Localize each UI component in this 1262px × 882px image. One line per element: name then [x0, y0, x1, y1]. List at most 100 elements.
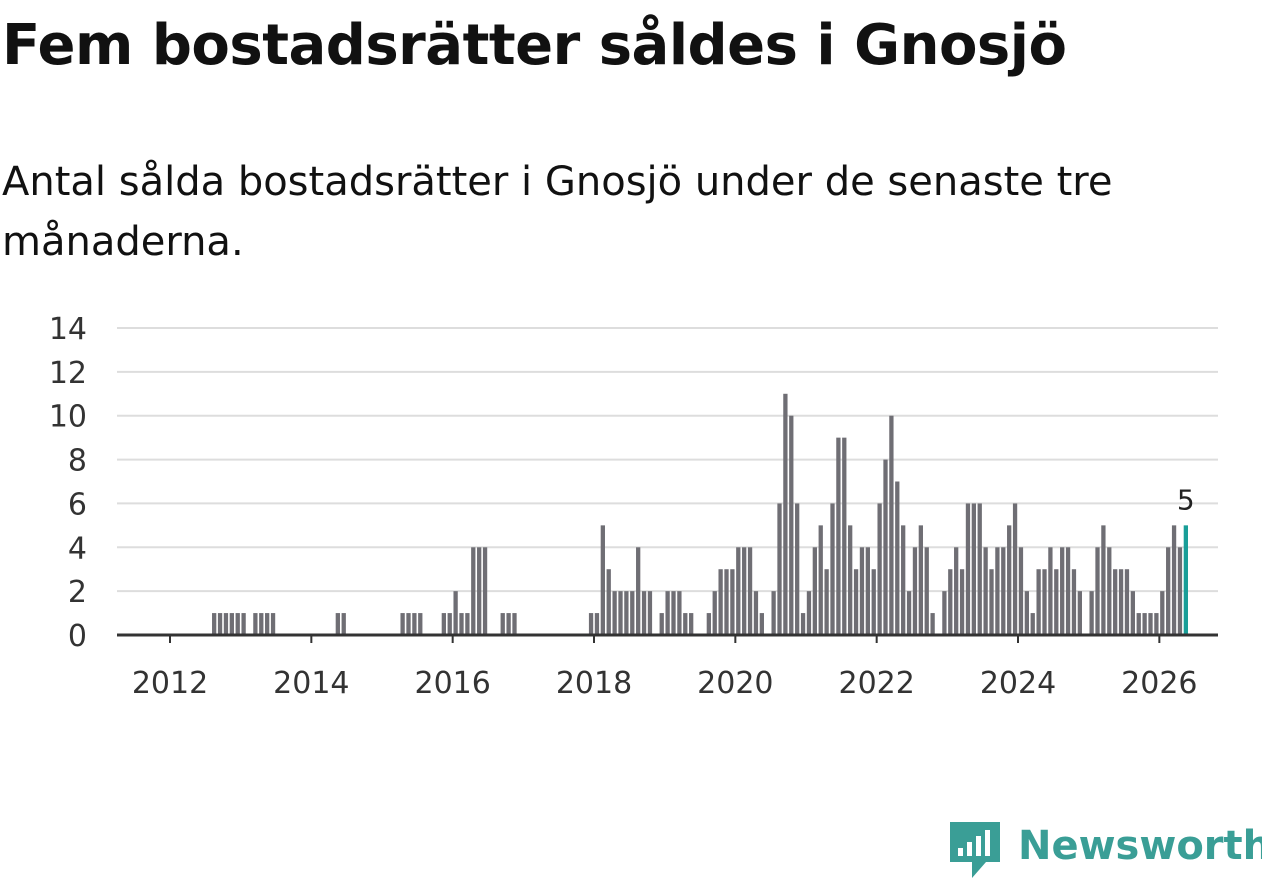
bar	[636, 547, 641, 635]
bar	[400, 613, 405, 635]
newsworthy-logo-icon	[950, 822, 1000, 878]
bar	[683, 613, 688, 635]
chart-subtitle: Antal sålda bostadsrätter i Gnosjö under…	[2, 159, 1113, 265]
bar	[1177, 547, 1183, 635]
bar	[1060, 547, 1065, 635]
bar	[1065, 547, 1071, 635]
bar	[1030, 613, 1035, 635]
bar	[1095, 547, 1100, 635]
bar	[217, 613, 223, 635]
bar	[1012, 503, 1018, 635]
bar	[895, 481, 900, 635]
bar	[500, 613, 505, 635]
bar	[471, 547, 476, 635]
y-tick-label: 10	[49, 400, 87, 435]
bar	[806, 591, 812, 635]
bar	[223, 613, 229, 635]
y-tick-label: 4	[68, 531, 87, 566]
bar	[789, 415, 794, 635]
bar	[712, 591, 717, 635]
bar	[1024, 591, 1029, 635]
bar	[647, 591, 653, 635]
bar	[912, 547, 918, 635]
y-tick-label: 6	[68, 487, 87, 522]
bar	[877, 503, 882, 635]
bar	[588, 613, 594, 635]
bar	[1007, 525, 1012, 635]
bar	[901, 525, 906, 635]
bar	[1160, 591, 1165, 635]
bar	[989, 569, 994, 635]
bar	[406, 613, 411, 635]
bar	[871, 569, 876, 635]
bar	[842, 437, 847, 635]
bar	[724, 569, 729, 635]
bar	[1077, 591, 1082, 635]
bar	[465, 613, 470, 635]
bar	[1089, 591, 1094, 635]
bar	[848, 525, 853, 635]
bar	[753, 591, 759, 635]
bar	[959, 569, 965, 635]
bar	[453, 591, 458, 635]
bar	[1018, 547, 1024, 635]
bar	[606, 569, 611, 635]
x-tick-label: 2014	[273, 666, 349, 701]
bar	[659, 613, 664, 635]
bar	[800, 613, 806, 635]
bar	[736, 547, 741, 635]
chart-title: Fem bostadsrätter såldes i Gnosjö	[2, 13, 1067, 78]
bar	[742, 547, 747, 635]
bar-chart: 0 2 4 6 8 10 12 14 2012 2014 2016 2018 2020 2022 2024…	[49, 312, 1218, 701]
bar	[1136, 613, 1141, 635]
bar	[918, 525, 923, 635]
bar	[1166, 547, 1171, 635]
bar	[977, 503, 982, 635]
y-axis-ticks: 0 2 4 6 8 10 12 14	[49, 312, 87, 654]
bar	[212, 613, 217, 635]
y-tick-label: 14	[49, 312, 87, 347]
bar	[600, 525, 605, 635]
brand-name: Newsworthy	[1018, 823, 1262, 869]
bar	[1148, 613, 1153, 635]
bar	[235, 613, 240, 635]
bar	[836, 437, 841, 635]
bar	[942, 591, 947, 635]
bar	[241, 613, 246, 635]
bar	[1118, 569, 1124, 635]
bar	[818, 525, 823, 635]
bar	[1101, 525, 1106, 635]
bar	[747, 547, 753, 635]
bar	[459, 613, 464, 635]
bar	[641, 591, 647, 635]
x-tick-label: 2016	[414, 666, 490, 701]
bar	[865, 547, 870, 635]
bar	[506, 613, 511, 635]
bar	[830, 503, 835, 635]
bar	[677, 591, 682, 635]
bar	[689, 613, 694, 635]
bar	[1048, 547, 1053, 635]
x-axis-ticks: 2012 2014 2016 2018 2020 2022 2024 2026	[132, 635, 1198, 701]
bar	[954, 547, 959, 635]
bar	[759, 613, 764, 635]
bars	[212, 393, 1188, 635]
bar	[335, 613, 340, 635]
bar	[482, 547, 488, 635]
x-tick-label: 2018	[556, 666, 632, 701]
bar	[341, 613, 346, 635]
bar	[924, 547, 929, 635]
bar	[1107, 547, 1112, 635]
bar	[594, 613, 600, 635]
bar	[477, 547, 482, 635]
x-tick-label: 2012	[132, 666, 208, 701]
bar	[1154, 613, 1159, 635]
bar	[883, 459, 888, 635]
bar	[706, 613, 711, 635]
bar	[824, 569, 829, 635]
bar	[853, 569, 859, 635]
bar	[447, 613, 452, 635]
bar	[889, 415, 894, 635]
bar	[783, 393, 788, 635]
y-tick-label: 2	[68, 575, 87, 610]
